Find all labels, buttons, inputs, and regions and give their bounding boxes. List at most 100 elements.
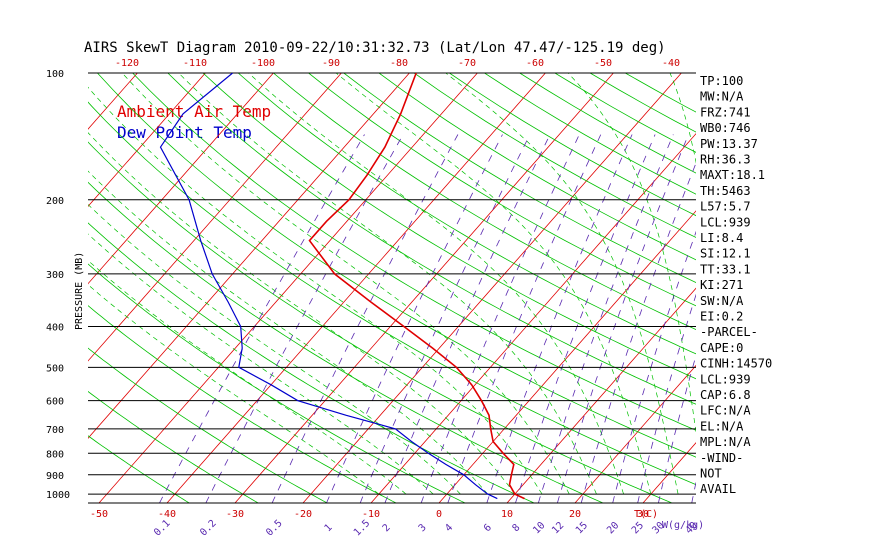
temp-tick-label: 10 [501, 509, 513, 520]
dry-adiabat-line [378, 73, 696, 261]
dry-adiabat-line [273, 73, 696, 330]
isotherm-line [98, 73, 478, 503]
pressure-tick-label: 300 [46, 270, 64, 281]
mixing-ratio-label: 0.1 [152, 518, 173, 539]
y-axis-title: PRESSURE (MB) [74, 252, 85, 330]
index-entry: CAPE:0 [700, 341, 743, 355]
temperature-profile-line [308, 73, 525, 500]
moist-adiabat-line [445, 73, 679, 495]
top-temp-tick-label: -80 [390, 58, 408, 69]
moist-adiabat-line [88, 260, 407, 495]
dry-adiabat-line [308, 73, 696, 307]
top-temp-tick-label: -40 [662, 58, 680, 69]
temp-tick-label: -20 [294, 509, 312, 520]
chart-title: AIRS SkewT Diagram 2010-09-22/10:31:32.7… [84, 40, 666, 56]
index-entry: EL:N/A [700, 419, 744, 433]
dry-adiabat-line [343, 73, 696, 283]
dry-adiabat-line [88, 141, 673, 503]
isotherm-line [0, 73, 69, 503]
mixing-ratio-label: 2 [381, 522, 393, 534]
moist-adiabat-line [88, 170, 488, 495]
top-temp-tick-label: -60 [526, 58, 544, 69]
dry-adiabat-line [413, 73, 696, 238]
index-entry: MW:N/A [700, 90, 744, 104]
mixing-ratio-line [384, 134, 551, 503]
dry-adiabat-line [484, 73, 696, 195]
temp-tick-label: 0 [436, 509, 442, 520]
pressure-tick-label: 400 [46, 323, 64, 334]
pressure-tick-label: 500 [46, 363, 64, 374]
index-entry: LCL:939 [700, 372, 751, 386]
index-entry: SI:12.1 [700, 247, 751, 261]
top-temp-tick-label: -110 [183, 58, 207, 69]
pressure-tick-label: 600 [46, 397, 64, 408]
dry-adiabat-line [202, 73, 696, 380]
top-temp-tick-label: -50 [594, 58, 612, 69]
dry-adiabat-line [519, 73, 696, 174]
mixing-ratio-label: 8 [511, 522, 523, 534]
dry-adiabat-line [88, 435, 190, 503]
index-entry: CINH:14570 [700, 357, 772, 371]
index-entry: LFC:N/A [700, 404, 751, 418]
index-entry: SW:N/A [700, 294, 744, 308]
temp-tick-label: -30 [226, 509, 244, 520]
mixing-ratio-line [537, 134, 674, 503]
index-entry: RH:36.3 [700, 153, 751, 167]
index-entry: TH:5463 [700, 184, 751, 198]
mixing-ratio-label: 0.2 [198, 518, 219, 539]
index-entry: FRZ:741 [700, 105, 751, 119]
isotherm-line [166, 73, 546, 503]
temp-tick-label: 20 [569, 509, 581, 520]
index-entry: MPL:N/A [700, 435, 751, 449]
moist-adiabat-line [88, 204, 461, 495]
index-entry: WB0:746 [700, 121, 751, 135]
mixing-ratio-line [515, 134, 656, 503]
dry-adiabat-line [88, 181, 604, 503]
isotherm-line [779, 73, 870, 503]
dry-adiabat-line [237, 73, 696, 355]
top-temp-tick-label: -100 [251, 58, 275, 69]
index-entry: TT:33.1 [700, 262, 751, 276]
mixing-ratio-line [205, 134, 404, 503]
mixing-ratio-label: 12 [550, 520, 566, 536]
isobars [88, 72, 696, 495]
mixing-ratio-label: 20 [605, 520, 621, 536]
pressure-tick-label: 1000 [46, 490, 70, 501]
mixing-ratio-line [271, 134, 459, 503]
index-entry: MAXT:18.1 [700, 168, 765, 182]
mixing-ratio-line [159, 134, 365, 503]
moist-adiabat-line [88, 284, 380, 495]
index-entry: -WIND- [700, 451, 743, 465]
index-entry: CAP:6.8 [700, 388, 751, 402]
index-entry: KI:271 [700, 278, 743, 292]
legend-entry: Ambient Air Temp [117, 102, 271, 121]
isotherm-line [88, 73, 342, 362]
mixing-ratio-label: 4 [443, 522, 455, 534]
index-entry: -PARCEL- [700, 325, 758, 339]
moist-adiabat-line [88, 132, 516, 495]
pressure-tick-label: 200 [46, 196, 64, 207]
dry-adiabat-line [88, 347, 328, 503]
index-entry: TP:100 [700, 74, 743, 88]
pressure-tick-label: 700 [46, 425, 64, 436]
moist-adiabat-line [121, 73, 570, 495]
mixing-ratio-label: 1.5 [352, 518, 373, 539]
isotherm-line [302, 73, 682, 503]
dry-adiabat-line [88, 101, 696, 486]
index-entry: NOT [700, 467, 722, 481]
index-entry: PW:13.37 [700, 137, 758, 151]
index-entry: LI:8.4 [700, 231, 743, 245]
index-entry: AVAIL [700, 482, 736, 496]
pressure-tick-label: 800 [46, 449, 64, 460]
temp-tick-label: 30 [637, 509, 649, 520]
pressure-tick-label: 100 [46, 69, 64, 80]
isotherm-line [574, 364, 696, 503]
dry-adiabat-line [132, 73, 696, 431]
moist-adiabat-line [567, 73, 696, 434]
mixing-ratio-label: 25 [630, 520, 646, 536]
top-temp-tick-label: -70 [458, 58, 476, 69]
mixing-ratio-unit-label: W(g/kg) [662, 520, 704, 531]
